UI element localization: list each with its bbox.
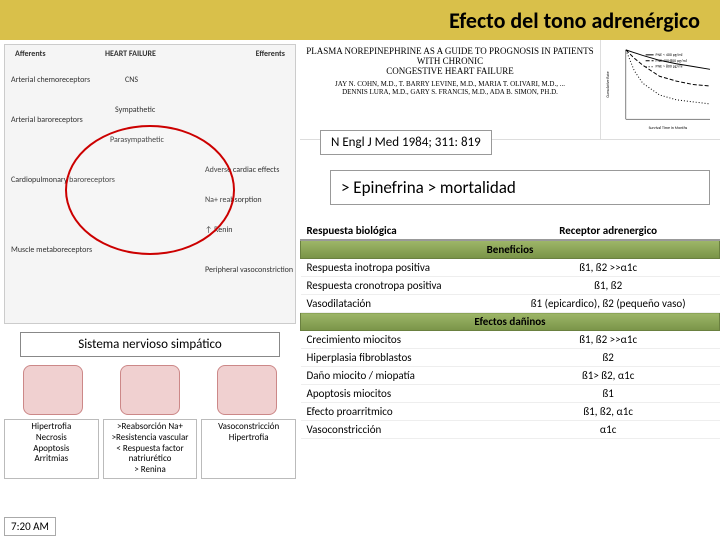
paper-title-1: PLASMA NOREPINEPHRINE AS A GUIDE TO PROG…: [306, 46, 594, 66]
cell: ß1, ß2 >>α1c: [497, 331, 720, 349]
diag-r2: Peripheral vasoconstriction: [205, 265, 293, 275]
table-row: Efecto proarritmicoß1, ß2, α1c: [301, 403, 720, 421]
svg-text:PNE > 800 pg/ml: PNE > 800 pg/ml: [656, 65, 683, 70]
organ-kidney: [120, 365, 180, 415]
table-row: Apoptosis miocitosß1: [301, 385, 720, 403]
cell: Vasodilatación: [301, 295, 497, 313]
paper-authors: JAY N. COHN, M.D., T. BARRY LEVINE, M.D.…: [306, 80, 594, 88]
receptor-table: Respuesta biológica Receptor adrenergico…: [300, 220, 720, 439]
table-row: Vasoconstricciónα1c: [301, 421, 720, 439]
t: Arritmias: [7, 454, 96, 465]
diag-afferents: Afferents: [15, 49, 46, 59]
diag-l3: Muscle metaboreceptors: [11, 245, 92, 255]
highlight-box: > Epinefrina > mortalidad: [330, 170, 710, 205]
diag-c0: CNS: [125, 75, 138, 85]
th-bio: Respuesta biológica: [301, 220, 497, 240]
pathophys-diagram: Afferents HEART FAILURE Efferents Arteri…: [4, 44, 296, 324]
cell: Crecimiento miocitos: [301, 331, 497, 349]
sec-label: Efectos dañinos: [301, 313, 720, 331]
organ-vessel: [217, 365, 277, 415]
col-vessel: Vasoconstricción Hipertrofia: [201, 419, 296, 479]
t: Necrosis: [7, 433, 96, 444]
cell: ß1, ß2, α1c: [497, 403, 720, 421]
table-row: Crecimiento miocitosß1, ß2 >>α1c: [301, 331, 720, 349]
diag-efferents: Efferents: [256, 49, 285, 59]
organ-row: [4, 365, 296, 415]
svg-text:PNE < 400 pg/ml: PNE < 400 pg/ml: [656, 53, 683, 58]
diag-l1: Arterial baroreceptors: [11, 115, 83, 125]
cell: Hiperplasia fibroblastos: [301, 349, 497, 367]
cell: Vasoconstricción: [301, 421, 497, 439]
svg-text:PNE 400-800 pg/ml: PNE 400-800 pg/ml: [656, 59, 687, 64]
cell: ß2: [497, 349, 720, 367]
section-daninos: Efectos dañinos: [301, 313, 720, 331]
t: >Resistencia vascular: [106, 433, 195, 444]
sec-label: Beneficios: [301, 240, 720, 259]
cell: Efecto proarritmico: [301, 403, 497, 421]
svg-text:Survival Time in Months: Survival Time in Months: [649, 126, 688, 131]
bottom-row: Hipertrofia Necrosis Apoptosis Arritmias…: [4, 419, 296, 479]
table-row: Hiperplasia fibroblastosß2: [301, 349, 720, 367]
cell: ß1, ß2 >>α1c: [497, 259, 720, 277]
cell: Daño miocito / miopatía: [301, 367, 497, 385]
paper-header: PLASMA NOREPINEPHRINE AS A GUIDE TO PROG…: [300, 40, 720, 140]
cell: ß1, ß2: [497, 277, 720, 295]
cell: ß1 (epicardico), ß2 (pequeño vaso): [497, 295, 720, 313]
paper-title-2: CONGESTIVE HEART FAILURE: [306, 66, 594, 76]
table-row: Respuesta cronotropa positivaß1, ß2: [301, 277, 720, 295]
col-heart: Hipertrofia Necrosis Apoptosis Arritmias: [4, 419, 99, 479]
content: Afferents HEART FAILURE Efferents Arteri…: [0, 40, 720, 540]
page-title: Efecto del tono adrenérgico: [449, 7, 700, 34]
t: Hipertrofia: [204, 433, 293, 444]
diag-l0: Arterial chemoreceptors: [11, 75, 90, 85]
nejm-citation: N Engl J Med 1984; 311: 819: [320, 130, 492, 155]
section-beneficios: Beneficios: [301, 240, 720, 259]
table-header: Respuesta biológica Receptor adrenergico: [301, 220, 720, 240]
header-bar: Efecto del tono adrenérgico: [0, 0, 720, 40]
cloud-highlight: [65, 125, 235, 255]
cell: Apoptosis miocitos: [301, 385, 497, 403]
cell: ß1> ß2, α1c: [497, 367, 720, 385]
table-row: Vasodilataciónß1 (epicardico), ß2 (peque…: [301, 295, 720, 313]
sns-label: Sistema nervioso simpático: [20, 332, 280, 357]
t: > Renina: [106, 465, 195, 476]
organ-heart: [23, 365, 83, 415]
paper-authors2: DENNIS LURA, M.D., GARY S. FRANCIS, M.D.…: [306, 88, 594, 96]
table-row: Respuesta inotropa positivaß1, ß2 >>α1c: [301, 259, 720, 277]
table-row: Daño miocito / miopatíaß1> ß2, α1c: [301, 367, 720, 385]
cell: α1c: [497, 421, 720, 439]
th-rec: Receptor adrenergico: [497, 220, 720, 240]
svg-text:Cumulative Rate: Cumulative Rate: [606, 71, 611, 97]
t: < Respuesta factor natriurético: [106, 444, 195, 466]
timestamp: 7:20 AM: [4, 517, 56, 536]
col-kidney: >Reabsorción Na+ >Resistencia vascular <…: [103, 419, 198, 479]
cell: Respuesta cronotropa positiva: [301, 277, 497, 295]
chart-svg: PNE < 400 pg/mlPNE 400-800 pg/mlPNE > 80…: [601, 40, 720, 139]
diag-c1: Sympathetic: [115, 105, 155, 115]
diag-center: HEART FAILURE: [105, 49, 156, 59]
cell: Respuesta inotropa positiva: [301, 259, 497, 277]
survival-chart: PNE < 400 pg/mlPNE 400-800 pg/mlPNE > 80…: [600, 40, 720, 139]
left-column: Afferents HEART FAILURE Efferents Arteri…: [0, 40, 300, 540]
right-column: PLASMA NOREPINEPHRINE AS A GUIDE TO PROG…: [300, 40, 720, 540]
cell: ß1: [497, 385, 720, 403]
paper-title-block: PLASMA NOREPINEPHRINE AS A GUIDE TO PROG…: [300, 40, 600, 139]
